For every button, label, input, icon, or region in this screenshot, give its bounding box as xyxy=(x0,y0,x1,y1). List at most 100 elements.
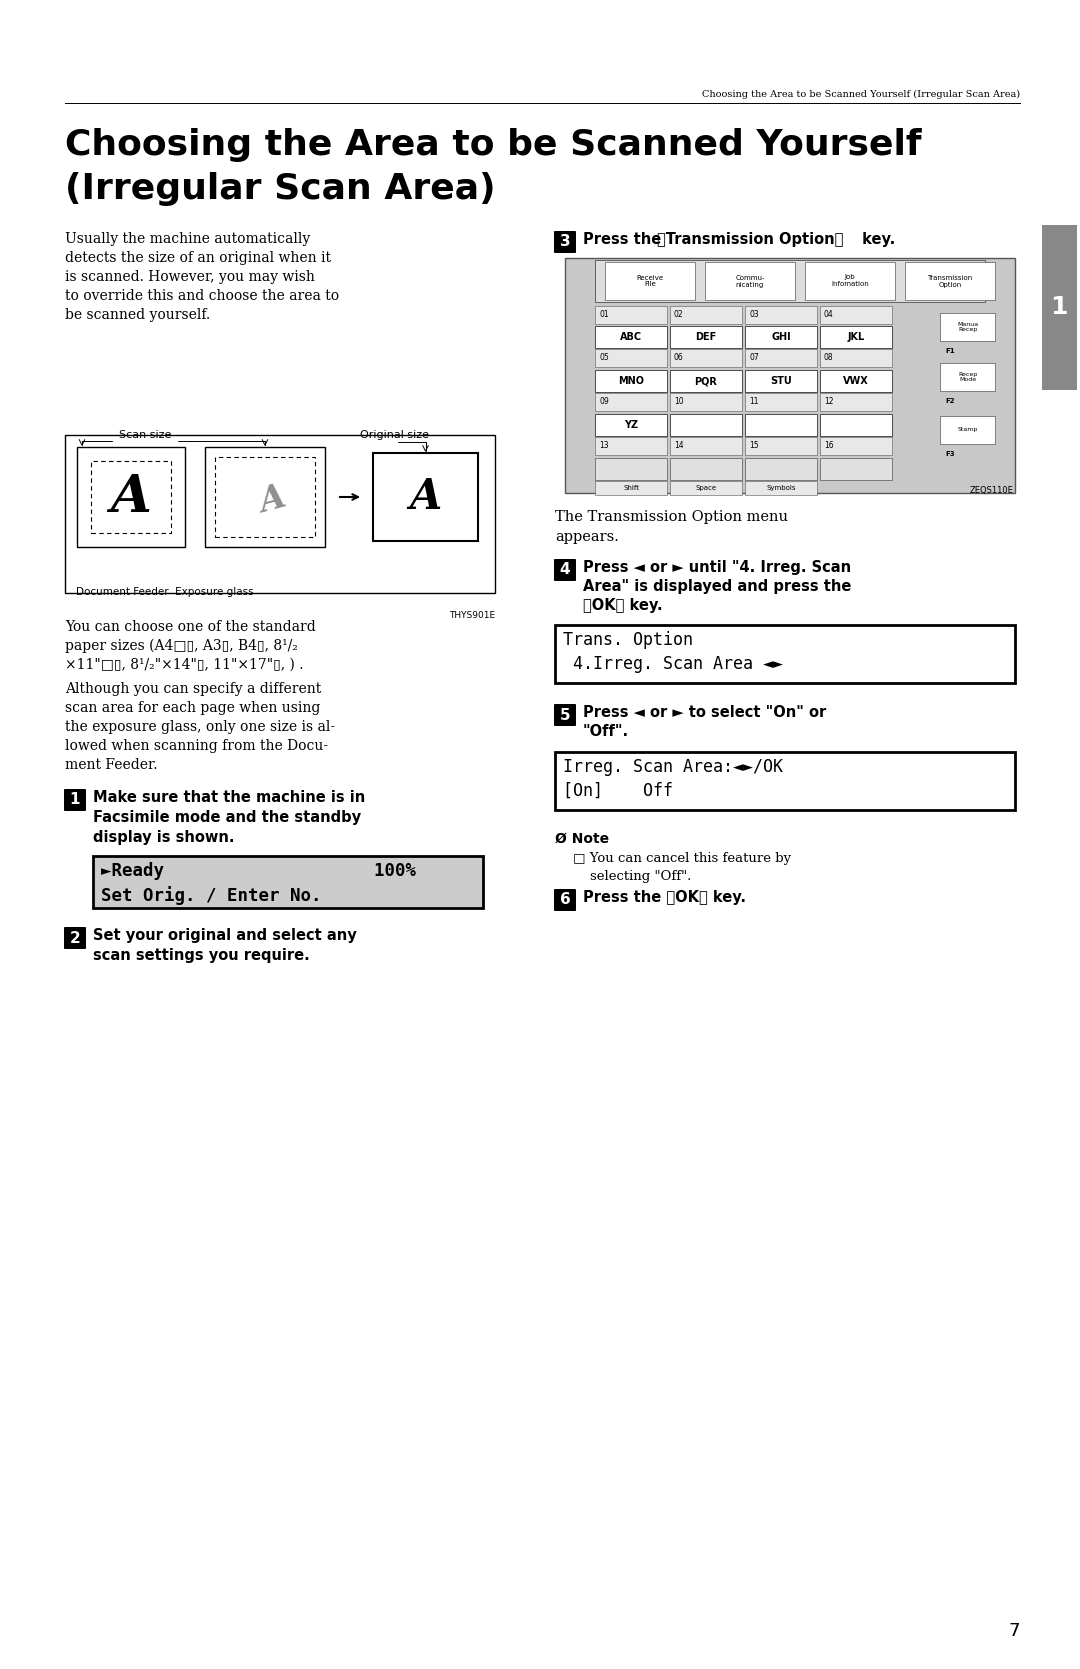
Bar xyxy=(745,371,816,392)
Bar xyxy=(745,481,816,496)
Text: Choosing the Area to be Scanned Yourself: Choosing the Area to be Scanned Yourself xyxy=(65,129,921,162)
Text: display is shown.: display is shown. xyxy=(93,829,234,845)
Text: Original size: Original size xyxy=(361,431,430,441)
FancyBboxPatch shape xyxy=(64,789,86,811)
Bar xyxy=(820,325,892,349)
Text: Job
Infomation: Job Infomation xyxy=(832,274,869,287)
Bar xyxy=(820,414,892,436)
Bar xyxy=(820,349,892,367)
Text: 12: 12 xyxy=(824,397,834,406)
Text: DEF: DEF xyxy=(696,332,717,342)
Text: scan settings you require.: scan settings you require. xyxy=(93,948,310,963)
Text: Area" is displayed and press the: Area" is displayed and press the xyxy=(583,579,851,594)
Bar xyxy=(820,392,892,411)
Text: 6: 6 xyxy=(559,893,570,908)
Text: Scan size: Scan size xyxy=(119,431,172,441)
Bar xyxy=(595,305,667,324)
Text: 5: 5 xyxy=(559,708,570,723)
Text: the exposure glass, only one size is al-: the exposure glass, only one size is al- xyxy=(65,719,335,734)
Text: selecting "Off".: selecting "Off". xyxy=(573,870,691,883)
Bar xyxy=(670,457,742,481)
Bar xyxy=(940,314,995,340)
Text: F2: F2 xyxy=(945,397,955,404)
Text: Although you can specify a different: Although you can specify a different xyxy=(65,683,321,696)
Text: be scanned yourself.: be scanned yourself. xyxy=(65,309,211,322)
Text: GHI: GHI xyxy=(771,332,791,342)
Text: Space: Space xyxy=(696,486,716,491)
Text: A: A xyxy=(256,481,289,519)
Text: ►Ready                    100%: ►Ready 100% xyxy=(102,861,416,880)
Text: 09: 09 xyxy=(599,397,609,406)
Text: F1: F1 xyxy=(945,349,955,354)
Bar xyxy=(820,457,892,481)
Text: 15: 15 xyxy=(750,441,758,451)
Text: Document Feeder  Exposure glass: Document Feeder Exposure glass xyxy=(77,587,254,598)
Bar xyxy=(65,436,495,592)
Text: 06: 06 xyxy=(674,354,684,362)
Text: appears.: appears. xyxy=(555,531,619,544)
Bar xyxy=(373,452,478,541)
Text: ABC: ABC xyxy=(620,332,643,342)
Text: 11: 11 xyxy=(750,397,758,406)
Text: 08: 08 xyxy=(824,354,834,362)
Bar xyxy=(905,262,995,300)
Bar xyxy=(565,259,1015,492)
Bar xyxy=(670,371,742,392)
Text: THYS901E: THYS901E xyxy=(449,611,495,619)
Text: (Irregular Scan Area): (Irregular Scan Area) xyxy=(65,172,496,205)
Bar xyxy=(745,392,816,411)
Text: 1: 1 xyxy=(70,793,80,808)
Bar xyxy=(820,371,892,392)
Text: MNO: MNO xyxy=(618,376,644,386)
FancyBboxPatch shape xyxy=(64,926,86,950)
Bar xyxy=(93,856,483,908)
Text: F3: F3 xyxy=(945,451,955,457)
Text: 14: 14 xyxy=(674,441,684,451)
FancyBboxPatch shape xyxy=(554,890,576,911)
Text: 02: 02 xyxy=(674,310,684,319)
Text: VWX: VWX xyxy=(843,376,869,386)
Text: Usually the machine automatically: Usually the machine automatically xyxy=(65,232,310,245)
Text: Make sure that the machine is in: Make sure that the machine is in xyxy=(93,789,365,804)
Text: 13: 13 xyxy=(599,441,609,451)
Bar xyxy=(940,416,995,444)
Bar xyxy=(805,262,895,300)
Bar xyxy=(820,305,892,324)
Bar xyxy=(745,414,816,436)
Bar xyxy=(940,362,995,391)
FancyBboxPatch shape xyxy=(554,704,576,726)
Text: Choosing the Area to be Scanned Yourself (Irregular Scan Area): Choosing the Area to be Scanned Yourself… xyxy=(702,90,1020,98)
Text: ×11"□▯, 8¹/₂"×14"▯, 11"×17"▯, ) .: ×11"□▯, 8¹/₂"×14"▯, 11"×17"▯, ) . xyxy=(65,658,303,673)
Text: [On]    Off: [On] Off xyxy=(563,783,673,799)
Text: Transmission
Option: Transmission Option xyxy=(928,274,973,287)
Text: 【Transmission Option】: 【Transmission Option】 xyxy=(657,232,843,247)
Text: Irreg. Scan Area:◄►/OK: Irreg. Scan Area:◄►/OK xyxy=(563,758,783,776)
Text: Shift: Shift xyxy=(623,486,639,491)
Text: Stamp: Stamp xyxy=(958,427,978,432)
Bar xyxy=(595,325,667,349)
Text: 10: 10 xyxy=(674,397,684,406)
Text: Symbols: Symbols xyxy=(766,486,796,491)
Text: Trans. Option: Trans. Option xyxy=(563,631,693,649)
Bar xyxy=(670,305,742,324)
Bar xyxy=(595,371,667,392)
Text: 1: 1 xyxy=(1050,295,1068,319)
Text: Manua
Recep: Manua Recep xyxy=(958,322,978,332)
Bar xyxy=(605,262,696,300)
Bar xyxy=(745,325,816,349)
Bar xyxy=(595,392,667,411)
Text: 04: 04 xyxy=(824,310,834,319)
Text: Set your original and select any: Set your original and select any xyxy=(93,928,356,943)
Text: 07: 07 xyxy=(750,354,759,362)
Text: 4.Irreg. Scan Area ◄►: 4.Irreg. Scan Area ◄► xyxy=(573,654,783,673)
FancyBboxPatch shape xyxy=(554,230,576,254)
Text: 05: 05 xyxy=(599,354,609,362)
Text: Receive
File: Receive File xyxy=(636,274,663,287)
Bar xyxy=(595,457,667,481)
Bar xyxy=(745,349,816,367)
Text: 01: 01 xyxy=(599,310,609,319)
Text: 4: 4 xyxy=(559,562,570,577)
Bar xyxy=(745,437,816,456)
Text: 2: 2 xyxy=(69,931,80,946)
Text: 16: 16 xyxy=(824,441,834,451)
